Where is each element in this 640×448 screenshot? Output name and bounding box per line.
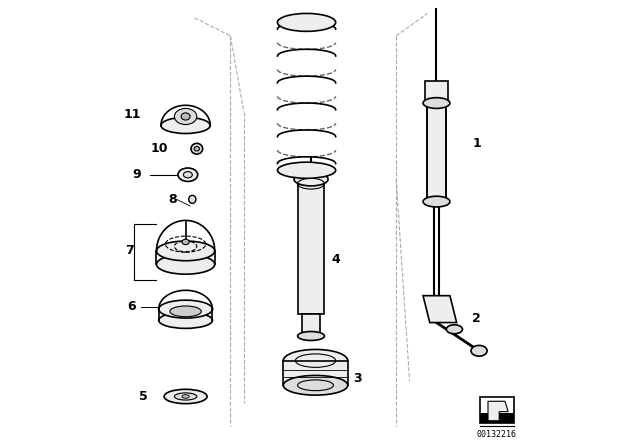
Ellipse shape [178,168,198,181]
Text: 11: 11 [124,108,141,121]
Ellipse shape [278,13,336,31]
Ellipse shape [423,98,450,108]
Polygon shape [488,401,508,421]
Ellipse shape [164,389,207,404]
Bar [480,413,514,423]
Text: 9: 9 [132,168,141,181]
Ellipse shape [184,172,192,178]
Bar [480,397,514,423]
Text: 4: 4 [332,253,340,267]
Text: 5: 5 [139,390,148,403]
Bar [284,361,348,385]
Bar [302,314,320,336]
Ellipse shape [175,108,197,125]
Ellipse shape [170,306,202,317]
Bar [298,179,324,314]
Ellipse shape [191,143,203,154]
Ellipse shape [194,146,200,151]
Text: 3: 3 [353,372,362,385]
Ellipse shape [284,349,348,372]
Ellipse shape [284,375,348,395]
Ellipse shape [159,312,212,328]
Text: 00132216: 00132216 [477,430,517,439]
Ellipse shape [278,162,336,178]
Ellipse shape [157,254,215,274]
Text: 2: 2 [472,311,481,325]
Ellipse shape [294,172,328,186]
Ellipse shape [423,196,450,207]
Ellipse shape [471,345,487,356]
Ellipse shape [182,395,189,398]
Ellipse shape [161,117,210,134]
Text: 10: 10 [150,142,168,155]
Text: 6: 6 [128,300,136,314]
Ellipse shape [298,332,324,340]
Polygon shape [425,81,448,103]
Ellipse shape [175,393,197,400]
Ellipse shape [182,239,189,245]
Text: 7: 7 [125,244,134,258]
Text: 1: 1 [472,137,481,150]
Polygon shape [423,296,457,323]
Text: 8: 8 [168,193,177,206]
Ellipse shape [159,300,212,318]
Ellipse shape [189,195,196,203]
Ellipse shape [181,113,190,120]
Bar [427,103,446,202]
Ellipse shape [157,241,215,261]
Ellipse shape [446,325,463,334]
